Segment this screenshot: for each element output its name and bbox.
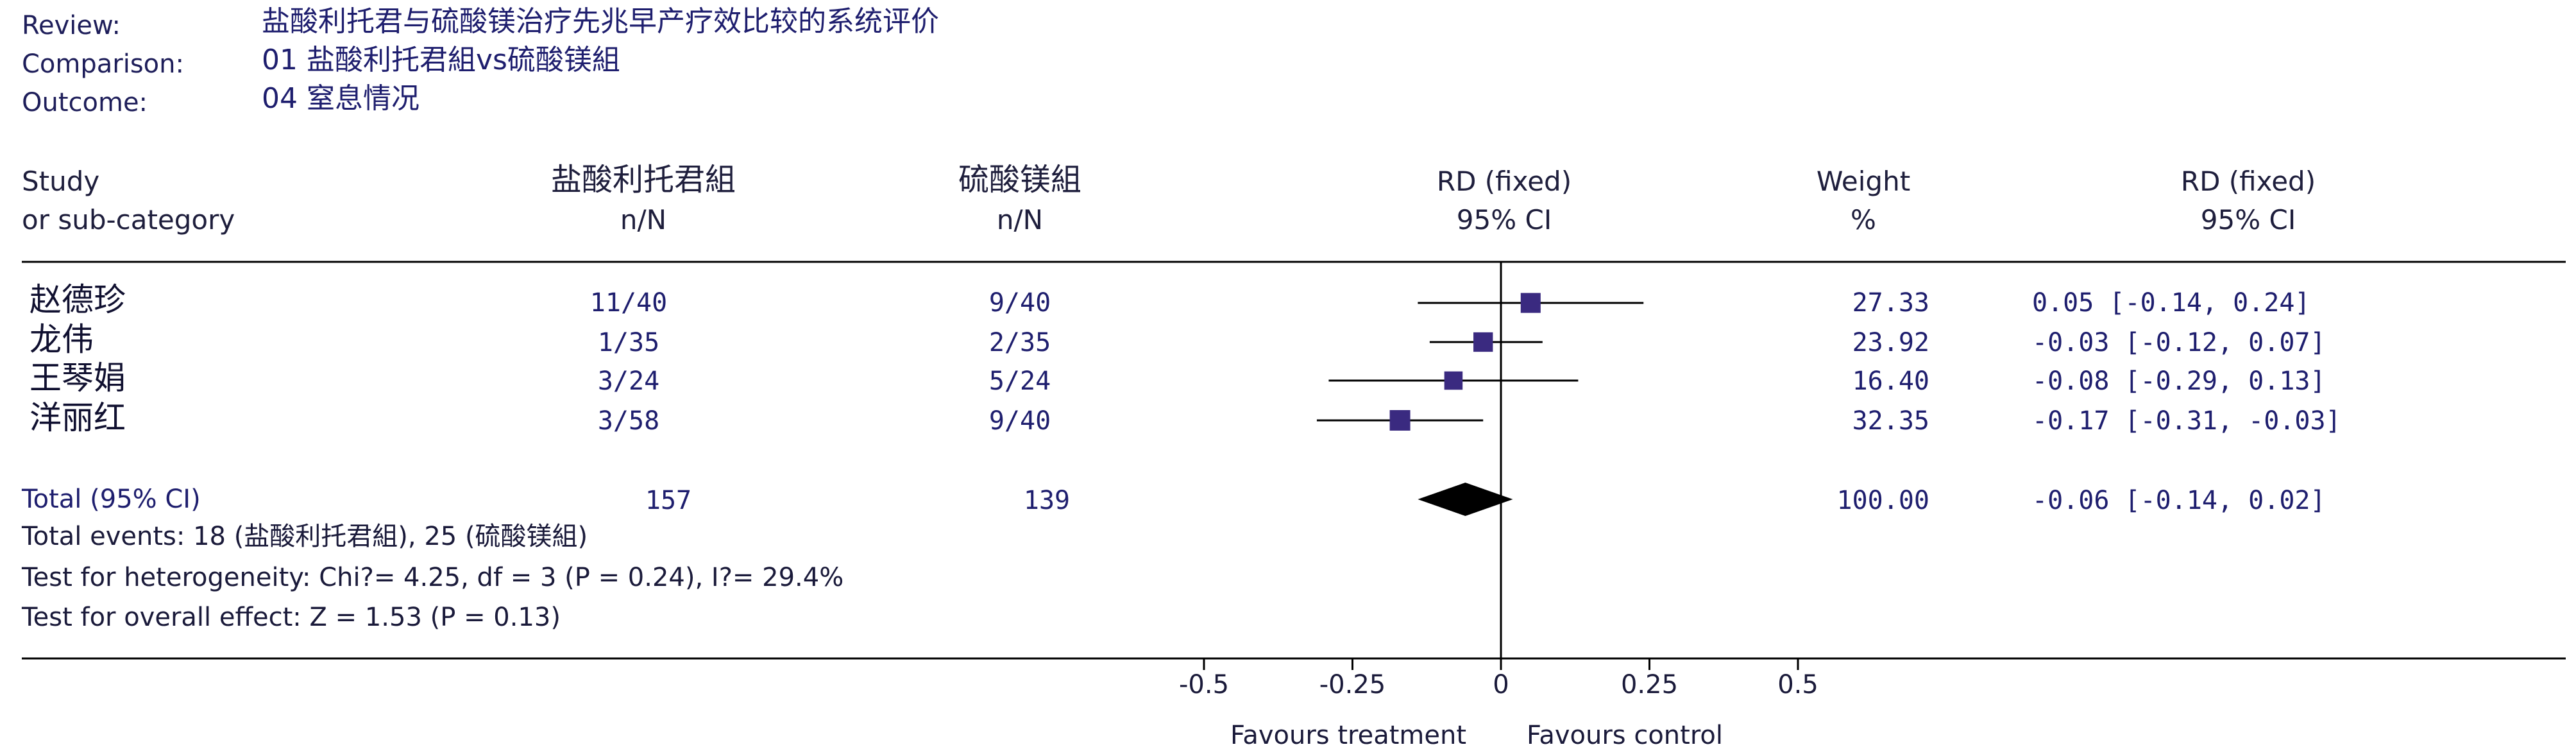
study-ci-text: -0.03 [-0.12, 0.07] xyxy=(2032,328,2326,357)
study-weight: 16.40 xyxy=(1852,366,1929,396)
x-tick-label: 0 xyxy=(1493,670,1509,700)
total-label: Total (95% CI) xyxy=(22,485,201,514)
x-tick-label: 0.25 xyxy=(1621,670,1678,700)
study-ci-text: -0.08 [-0.29, 0.13] xyxy=(2032,366,2326,396)
study-ci-text: 0.05 [-0.14, 0.24] xyxy=(2032,288,2310,318)
col-control: 硫酸镁組 xyxy=(958,162,1082,198)
control-events: 9/40 xyxy=(988,406,1051,436)
study-effect-marker xyxy=(1389,410,1411,431)
col-control-n: n/N xyxy=(996,204,1044,236)
outcome-label: Outcome: xyxy=(22,88,148,117)
study-effect-marker xyxy=(1444,371,1463,390)
col-ci-measure: RD (fixed) xyxy=(2180,166,2316,197)
study-effect-marker xyxy=(1473,332,1493,352)
x-tick-label: -0.25 xyxy=(1319,670,1386,700)
total-treatment: 157 xyxy=(645,486,692,515)
treatment-events: 3/24 xyxy=(597,366,660,396)
comparison-value: 01 盐酸利托君組vs硫酸镁組 xyxy=(262,44,620,76)
treatment-events: 1/35 xyxy=(597,328,660,357)
study-name: 洋丽红 xyxy=(30,399,126,436)
study-effect-marker xyxy=(1520,293,1541,313)
col-study-sub: or sub-category xyxy=(22,204,235,236)
col-ci-range: 95% CI xyxy=(2200,204,2296,236)
col-treatment: 盐酸利托君組 xyxy=(550,162,736,198)
overall-effect-text: Test for overall effect: Z = 1.53 (P = 0… xyxy=(22,603,561,632)
control-events: 9/40 xyxy=(988,288,1051,318)
treatment-events: 3/58 xyxy=(597,406,660,436)
study-name: 龙伟 xyxy=(30,321,94,358)
study-ci-text: -0.17 [-0.31, -0.03] xyxy=(2032,406,2341,436)
favours-treatment-label: Favours treatment xyxy=(1230,721,1467,750)
col-plot-ci: 95% CI xyxy=(1456,204,1552,236)
treatment-events: 11/40 xyxy=(589,288,668,318)
col-study: Study xyxy=(22,166,100,197)
x-tick-label: -0.5 xyxy=(1179,670,1229,700)
control-events: 5/24 xyxy=(988,366,1051,396)
study-name: 赵德珍 xyxy=(30,281,126,318)
total-weight: 100.00 xyxy=(1836,486,1930,515)
heterogeneity-text: Test for heterogeneity: Chi?= 4.25, df =… xyxy=(22,563,844,592)
total-control: 139 xyxy=(1023,486,1071,515)
study-weight: 27.33 xyxy=(1852,288,1929,318)
total-events-text: Total events: 18 (盐酸利托君組), 25 (硫酸镁組) xyxy=(22,522,588,551)
control-events: 2/35 xyxy=(988,328,1051,357)
study-name: 王琴娟 xyxy=(30,359,126,397)
comparison-label: Comparison: xyxy=(22,49,184,79)
pooled-diamond xyxy=(1418,483,1513,516)
col-plot-measure: RD (fixed) xyxy=(1436,166,1572,197)
outcome-value: 04 窒息情况 xyxy=(262,82,419,115)
col-treatment-n: n/N xyxy=(620,204,667,236)
study-weight: 32.35 xyxy=(1852,406,1929,436)
x-tick-label: 0.5 xyxy=(1777,670,1818,700)
total-ci-text: -0.06 [-0.14, 0.02] xyxy=(2032,486,2326,515)
study-weight: 23.92 xyxy=(1852,328,1929,357)
favours-control-label: Favours control xyxy=(1527,721,1723,750)
review-label: Review: xyxy=(22,11,121,40)
col-weight: Weight xyxy=(1816,166,1911,197)
col-weight-pct: % xyxy=(1851,204,1876,236)
review-title: 盐酸利托君与硫酸镁治疗先兆早产疗效比较的系统评价 xyxy=(262,5,939,38)
